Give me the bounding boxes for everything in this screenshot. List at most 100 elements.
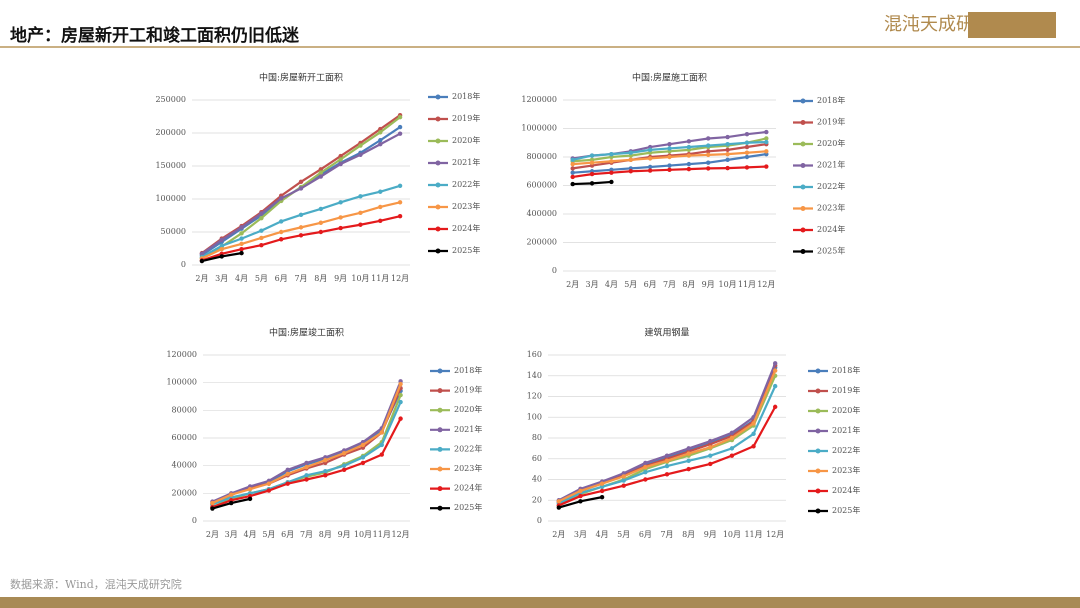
- y-tick-label: 60000: [172, 433, 197, 442]
- y-tick-label: 50000: [161, 227, 186, 236]
- point: [239, 236, 244, 241]
- point: [298, 212, 304, 218]
- legend-dot: [815, 408, 821, 414]
- legend-dot: [800, 206, 806, 211]
- legend-label: 2020年: [832, 405, 860, 415]
- x-tick-label: 11月: [373, 530, 391, 539]
- point: [628, 157, 633, 163]
- point: [570, 161, 575, 167]
- point: [744, 154, 750, 160]
- point: [358, 210, 363, 216]
- x-tick-label: 4月: [605, 280, 618, 289]
- legend-label: 2018年: [817, 95, 845, 105]
- x-tick-label: 4月: [596, 530, 609, 539]
- point: [323, 469, 328, 474]
- legend-dot: [815, 388, 821, 394]
- x-tick-label: 11月: [744, 530, 762, 539]
- point: [219, 237, 224, 243]
- point: [210, 500, 215, 506]
- point: [725, 134, 730, 140]
- legend-dot: [437, 505, 443, 511]
- y-tick-label: 80000: [172, 405, 197, 414]
- point: [621, 478, 626, 483]
- x-tick-label: 2月: [206, 530, 219, 539]
- point: [729, 453, 735, 458]
- x-tick-label: 9月: [702, 280, 715, 289]
- point: [285, 471, 290, 477]
- x-tick-label: 8月: [319, 530, 332, 539]
- point: [278, 219, 284, 224]
- y-tick-label: 1200000: [521, 95, 557, 104]
- legend-label: 2023年: [817, 203, 845, 213]
- point: [358, 194, 363, 199]
- legend-label: 2022年: [817, 181, 845, 191]
- point: [599, 481, 605, 486]
- point: [609, 151, 614, 157]
- x-tick-label: 8月: [682, 280, 695, 289]
- point: [341, 451, 347, 456]
- point: [686, 466, 691, 472]
- point: [556, 499, 562, 504]
- point: [247, 496, 253, 502]
- x-tick-label: 7月: [663, 280, 676, 289]
- point: [378, 130, 383, 135]
- point: [725, 151, 730, 157]
- point: [708, 438, 713, 444]
- chart-title: 建筑用钢量: [644, 327, 689, 339]
- x-tick-label: 3月: [215, 274, 228, 283]
- point: [341, 467, 347, 473]
- x-tick-label: 6月: [639, 530, 652, 539]
- legend-label: 2024年: [832, 485, 860, 495]
- point: [647, 147, 653, 153]
- point: [706, 136, 711, 141]
- point: [725, 157, 730, 163]
- legend-dot: [437, 407, 443, 413]
- point: [378, 218, 383, 223]
- point: [609, 170, 614, 175]
- point: [744, 132, 750, 137]
- point: [338, 215, 343, 220]
- point: [744, 150, 750, 155]
- point: [628, 169, 633, 174]
- point: [708, 442, 713, 447]
- legend-label: 2019年: [454, 385, 482, 395]
- point: [764, 139, 769, 145]
- point: [304, 477, 309, 482]
- point: [772, 404, 778, 410]
- point: [338, 225, 343, 231]
- point: [667, 146, 672, 151]
- x-tick-label: 3月: [574, 530, 587, 539]
- y-tick-label: 400000: [526, 209, 557, 218]
- point: [229, 500, 234, 506]
- point: [686, 166, 692, 172]
- x-tick-label: 8月: [682, 530, 695, 539]
- point: [621, 483, 626, 488]
- x-tick-label: 11月: [371, 274, 389, 283]
- x-tick-label: 3月: [225, 530, 238, 539]
- y-tick-label: 120: [527, 392, 542, 401]
- point: [397, 124, 403, 130]
- legend-label: 2019年: [817, 117, 845, 127]
- y-tick-label: 40000: [172, 461, 197, 470]
- x-tick-label: 6月: [281, 530, 294, 539]
- x-tick-label: 6月: [644, 280, 657, 289]
- point: [358, 152, 363, 157]
- point: [589, 153, 595, 158]
- point: [379, 430, 384, 435]
- point: [219, 243, 224, 249]
- legend-label: 2022年: [454, 443, 482, 453]
- point: [751, 421, 756, 426]
- legend-dot: [815, 448, 821, 454]
- point: [219, 254, 224, 259]
- y-tick-label: 40: [532, 475, 542, 484]
- x-tick-label: 5月: [624, 280, 637, 289]
- x-tick-label: 11月: [738, 280, 756, 289]
- legend-dot: [437, 466, 443, 472]
- legend-dot: [815, 488, 821, 494]
- legend-dot: [800, 120, 806, 125]
- legend-dot: [815, 428, 821, 434]
- point: [259, 211, 264, 216]
- point: [298, 179, 304, 185]
- chart-title: 中国:房屋施工面积: [632, 72, 707, 84]
